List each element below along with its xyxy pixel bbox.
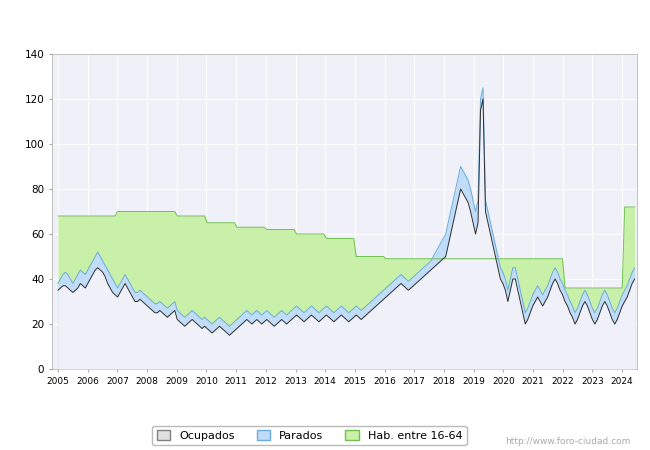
Text: http://www.foro-ciudad.com: http://www.foro-ciudad.com [505,436,630,446]
Text: Villardondiego - Evolucion de la poblacion en edad de Trabajar Mayo de 2024: Villardondiego - Evolucion de la poblaci… [70,17,580,30]
Legend: Ocupados, Parados, Hab. entre 16-64: Ocupados, Parados, Hab. entre 16-64 [152,426,467,446]
